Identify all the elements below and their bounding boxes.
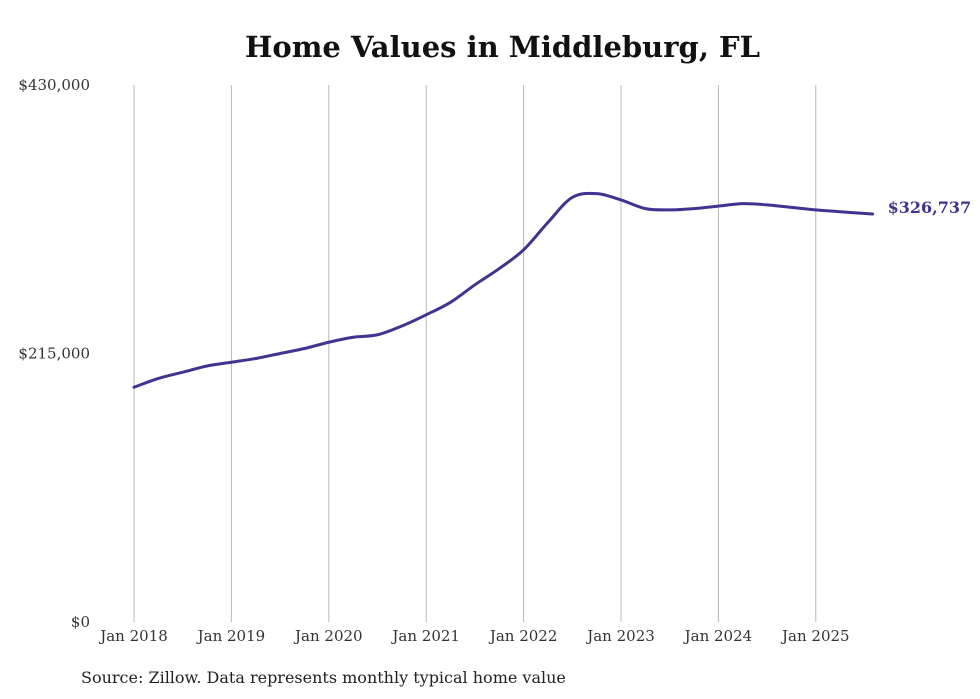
x-tick-label: Jan 2018: [98, 627, 168, 645]
end-value-label: $326,737: [888, 198, 972, 217]
y-axis-ticks: $0 $215,000 $430,000: [18, 76, 90, 631]
x-tick-label: Jan 2021: [390, 627, 460, 645]
x-tick-label: Jan 2020: [293, 627, 363, 645]
x-axis-ticks: Jan 2018 Jan 2019 Jan 2020 Jan 2021 Jan 2022…: [98, 627, 849, 645]
x-tick-label: Jan 2022: [488, 627, 558, 645]
series-line: [132, 191, 875, 389]
y-tick-label: $215,000: [18, 345, 90, 363]
y-tick-label: $0: [71, 613, 90, 631]
source-note: Source: Zillow. Data represents monthly …: [81, 668, 566, 687]
series-layer: $326,737: [132, 191, 972, 389]
x-tick-label: Jan 2025: [780, 627, 850, 645]
grid-lines: [133, 85, 817, 622]
x-tick-label: Jan 2024: [683, 627, 753, 645]
x-tick-label: Jan 2023: [585, 627, 655, 645]
chart-title: Home Values in Middleburg, FL: [244, 30, 760, 64]
x-tick-label: Jan 2019: [196, 627, 266, 645]
y-tick-label: $430,000: [18, 76, 90, 94]
